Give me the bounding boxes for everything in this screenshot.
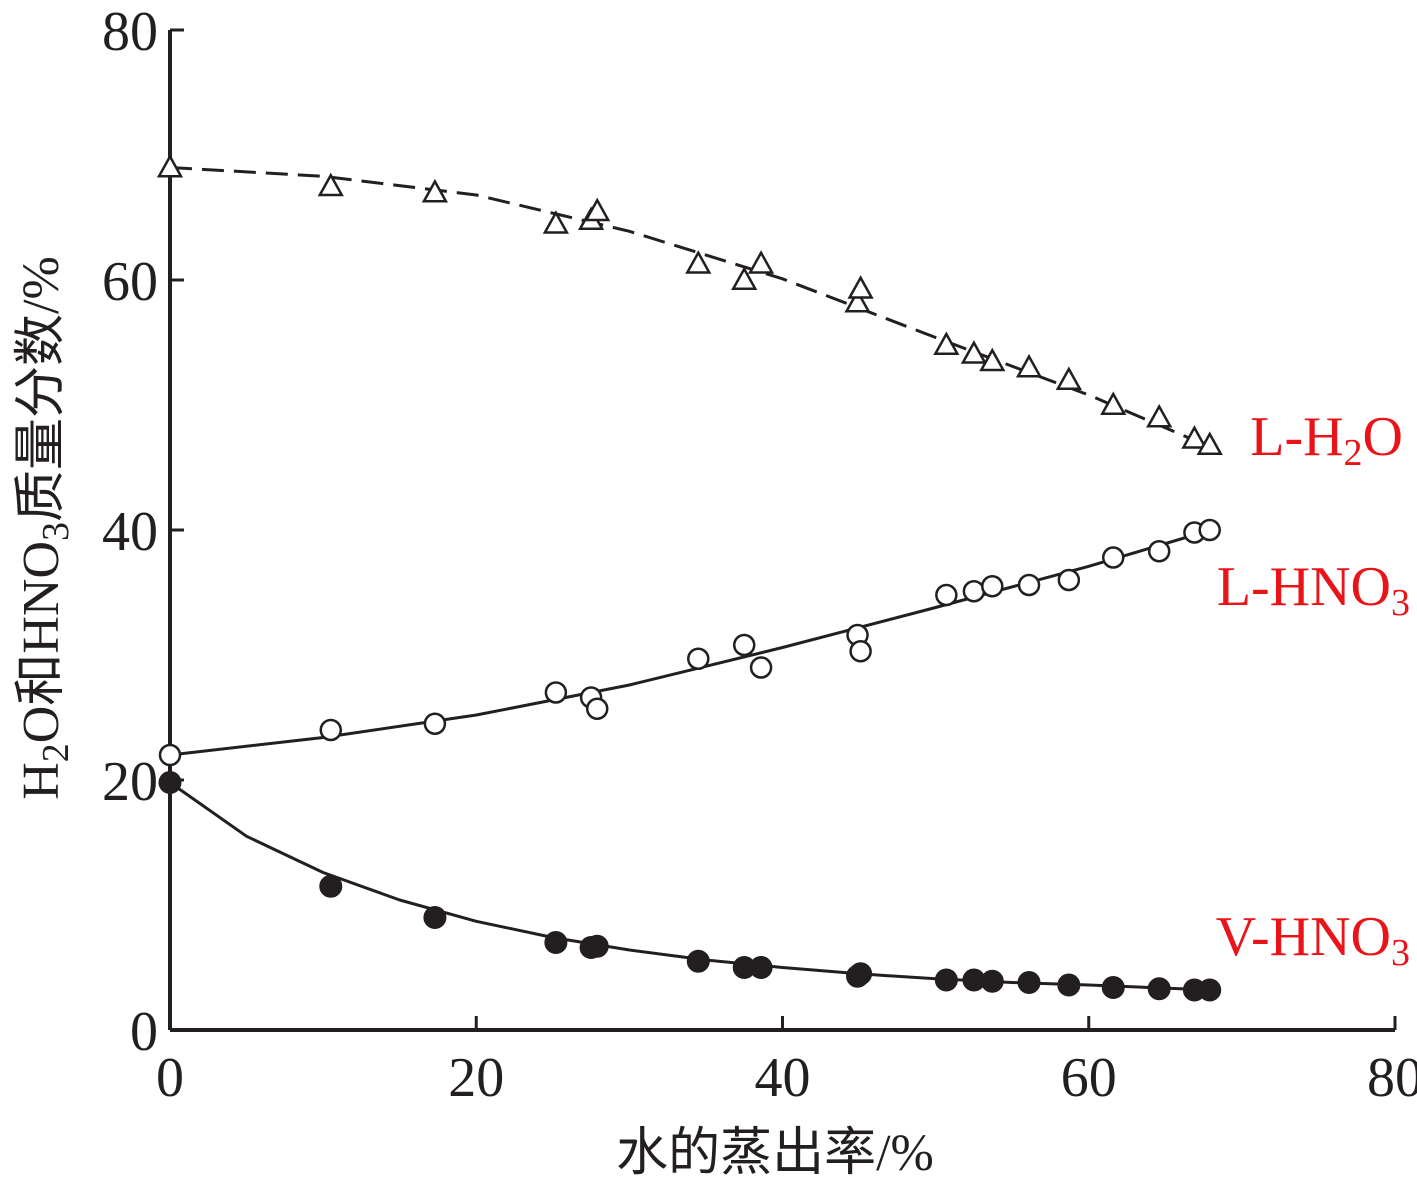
data-point bbox=[317, 172, 344, 197]
data-point bbox=[1055, 366, 1082, 391]
data-point bbox=[544, 931, 568, 954]
y-tick-label: 20 bbox=[102, 751, 158, 813]
x-tick-label: 20 bbox=[448, 1047, 504, 1109]
data-point bbox=[585, 697, 609, 720]
x-tick-label: 0 bbox=[156, 1047, 184, 1109]
data-point bbox=[981, 575, 1004, 598]
data-point bbox=[1198, 978, 1222, 1002]
data-point bbox=[962, 580, 986, 603]
data-point bbox=[847, 275, 874, 299]
data-point bbox=[319, 874, 343, 898]
data-point bbox=[423, 906, 447, 929]
data-point bbox=[544, 681, 568, 704]
data-point bbox=[747, 250, 775, 274]
data-point bbox=[1101, 976, 1125, 999]
data-point bbox=[421, 178, 449, 203]
data-point bbox=[1198, 518, 1221, 542]
data-point bbox=[1057, 568, 1081, 592]
data-point bbox=[1057, 973, 1081, 997]
x-tick-label: 60 bbox=[1061, 1047, 1117, 1109]
data-point bbox=[1102, 546, 1125, 569]
data-point bbox=[980, 969, 1004, 993]
data-point bbox=[844, 288, 871, 313]
data-point bbox=[933, 331, 960, 356]
data-point bbox=[1181, 425, 1208, 449]
data-point bbox=[1100, 391, 1127, 416]
data-point bbox=[319, 718, 343, 742]
data-point bbox=[584, 197, 611, 222]
x-axis-title: 水的蒸出率/% bbox=[616, 1125, 934, 1181]
series-label-l-h2o: L-H2O bbox=[1250, 406, 1403, 474]
data-point bbox=[542, 210, 569, 234]
y-tick-label: 40 bbox=[102, 501, 158, 563]
data-point bbox=[1196, 431, 1223, 456]
data-point bbox=[1147, 540, 1171, 563]
data-point bbox=[1146, 403, 1173, 428]
data-point bbox=[423, 712, 447, 735]
plot-area: 0 20 40 60 80 0 20 40 60 80 bbox=[102, 1, 1417, 1109]
y-tick-label: 80 bbox=[102, 1, 158, 63]
x-tick-label: 40 bbox=[755, 1047, 811, 1109]
y-tick-label: 60 bbox=[102, 251, 158, 313]
series-label-l-hno3: L-HNO3 bbox=[1217, 556, 1410, 624]
data-point bbox=[960, 340, 988, 364]
data-point bbox=[585, 934, 609, 958]
data-point bbox=[158, 743, 182, 767]
data-point bbox=[749, 956, 773, 979]
series-l-h2o bbox=[156, 153, 1223, 456]
data-point bbox=[849, 962, 873, 986]
data-point bbox=[849, 640, 872, 663]
y-axis-title-text: H2O和HNO3质量分数/% bbox=[13, 256, 77, 800]
data-point bbox=[934, 968, 958, 992]
y-axis-title: H2O和HNO3质量分数/% bbox=[13, 256, 77, 800]
data-point bbox=[979, 347, 1006, 372]
data-point bbox=[687, 647, 710, 670]
data-point bbox=[686, 949, 710, 973]
data-point bbox=[156, 153, 184, 178]
data-point bbox=[935, 583, 958, 607]
fit-line bbox=[169, 166, 1212, 449]
data-point bbox=[158, 771, 182, 794]
series-label-v-hno3: V-HNO3 bbox=[1216, 906, 1410, 974]
data-point bbox=[1015, 353, 1043, 378]
data-point bbox=[731, 266, 758, 291]
data-point bbox=[1017, 573, 1041, 597]
series-v-hno3 bbox=[158, 771, 1222, 1002]
data-point bbox=[1147, 977, 1171, 1001]
series-l-hno3 bbox=[158, 518, 1221, 767]
data-point bbox=[749, 656, 773, 679]
data-point bbox=[732, 633, 756, 657]
data-point bbox=[685, 250, 712, 274]
data-point bbox=[1017, 971, 1041, 994]
y-tick-label: 0 bbox=[130, 1001, 158, 1063]
x-tick-label: 80 bbox=[1367, 1047, 1417, 1109]
